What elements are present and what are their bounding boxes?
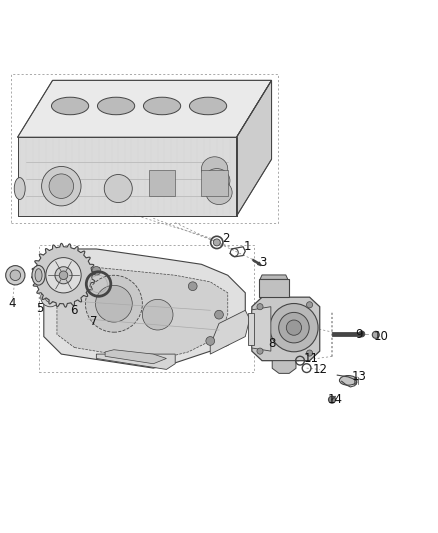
- Ellipse shape: [35, 269, 42, 282]
- Text: 4: 4: [8, 297, 16, 310]
- Circle shape: [142, 300, 173, 330]
- Text: 12: 12: [312, 363, 327, 376]
- Circle shape: [307, 350, 313, 356]
- Polygon shape: [96, 354, 175, 369]
- Circle shape: [215, 310, 223, 319]
- Circle shape: [188, 282, 197, 290]
- Circle shape: [307, 302, 313, 308]
- Circle shape: [257, 348, 263, 354]
- Circle shape: [95, 285, 132, 322]
- Polygon shape: [260, 275, 288, 279]
- Polygon shape: [248, 313, 254, 345]
- Circle shape: [45, 292, 56, 302]
- Polygon shape: [237, 80, 272, 216]
- Text: 14: 14: [328, 393, 343, 406]
- Circle shape: [206, 336, 215, 345]
- Polygon shape: [18, 138, 237, 216]
- Ellipse shape: [189, 97, 227, 115]
- Ellipse shape: [51, 97, 88, 115]
- Text: 13: 13: [352, 370, 367, 383]
- Circle shape: [92, 266, 101, 275]
- Ellipse shape: [14, 177, 25, 199]
- Circle shape: [41, 287, 60, 307]
- Text: 7: 7: [90, 315, 98, 328]
- Polygon shape: [149, 170, 175, 197]
- Circle shape: [42, 166, 81, 206]
- Text: 10: 10: [374, 330, 389, 343]
- Polygon shape: [258, 262, 261, 265]
- Circle shape: [104, 174, 132, 203]
- Polygon shape: [44, 249, 245, 368]
- Circle shape: [257, 304, 263, 310]
- Polygon shape: [272, 361, 296, 374]
- Circle shape: [49, 174, 74, 198]
- Circle shape: [286, 320, 301, 335]
- Text: 5: 5: [36, 302, 43, 314]
- Circle shape: [59, 271, 68, 279]
- Text: 2: 2: [222, 231, 230, 245]
- Circle shape: [372, 332, 379, 338]
- Circle shape: [213, 239, 220, 246]
- Text: 6: 6: [70, 304, 78, 317]
- Ellipse shape: [204, 168, 230, 193]
- Ellipse shape: [206, 181, 232, 205]
- Polygon shape: [201, 170, 228, 197]
- Circle shape: [10, 270, 21, 280]
- Polygon shape: [258, 279, 289, 297]
- Text: 1: 1: [244, 240, 251, 253]
- Circle shape: [55, 266, 72, 284]
- Circle shape: [359, 331, 365, 337]
- Polygon shape: [252, 306, 271, 351]
- Circle shape: [279, 312, 309, 343]
- Polygon shape: [57, 266, 228, 361]
- Ellipse shape: [201, 157, 228, 181]
- Polygon shape: [32, 244, 95, 307]
- Text: 11: 11: [304, 352, 318, 365]
- Circle shape: [46, 257, 81, 293]
- Polygon shape: [210, 310, 250, 354]
- Polygon shape: [105, 350, 166, 364]
- Circle shape: [85, 275, 142, 332]
- Text: 8: 8: [268, 337, 275, 350]
- Ellipse shape: [339, 376, 357, 385]
- Polygon shape: [252, 297, 320, 361]
- Polygon shape: [18, 80, 272, 138]
- Ellipse shape: [32, 265, 45, 285]
- Ellipse shape: [97, 97, 135, 115]
- Text: 3: 3: [259, 256, 266, 269]
- Circle shape: [328, 396, 336, 403]
- Circle shape: [6, 265, 25, 285]
- Circle shape: [270, 303, 318, 352]
- Text: 9: 9: [355, 328, 363, 341]
- Ellipse shape: [143, 97, 180, 115]
